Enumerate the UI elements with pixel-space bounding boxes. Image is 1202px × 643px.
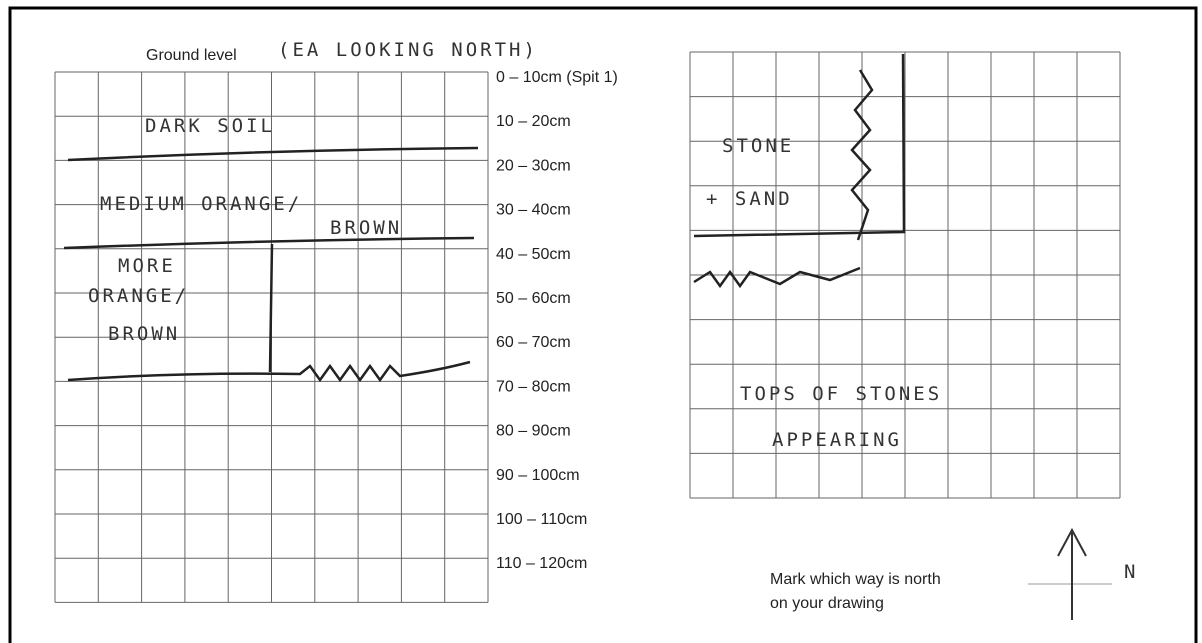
feature-label: + SAND [706, 188, 793, 210]
depth-label: 60 – 70cm [496, 334, 571, 351]
depth-label: 80 – 90cm [496, 423, 571, 440]
layer-label: MEDIUM ORANGE/ [100, 193, 302, 215]
feature-label: TOPS OF STONES [740, 383, 942, 405]
handwritten-note: (EA LOOKING NORTH) [278, 39, 538, 61]
layer-label: DARK SOIL [145, 115, 275, 137]
depth-label: 10 – 20cm [496, 113, 571, 130]
north-letter: N [1124, 561, 1138, 583]
depth-label: 40 – 50cm [496, 246, 571, 263]
depth-label: 70 – 80cm [496, 378, 571, 395]
north-instruction: Mark which way is north [770, 571, 941, 588]
layer-label: BROWN [330, 217, 402, 239]
layer-label: ORANGE/ [88, 285, 189, 307]
layer-label: BROWN [108, 323, 180, 345]
depth-label: 110 – 120cm [496, 555, 587, 572]
ground-level-label: Ground level [146, 47, 237, 64]
feature-label: APPEARING [772, 429, 902, 451]
page-frame [10, 8, 1196, 643]
depth-label: 50 – 60cm [496, 290, 571, 307]
depth-label: 30 – 40cm [496, 202, 571, 219]
depth-label: 90 – 100cm [496, 467, 580, 484]
north-instruction: on your drawing [770, 595, 884, 612]
page: Ground level (EA LOOKING NORTH) DARK SOI… [0, 0, 1202, 643]
layer-label: MORE [118, 255, 176, 277]
depth-label: 100 – 110cm [496, 511, 587, 528]
depth-label: 0 – 10cm (Spit 1) [496, 69, 618, 86]
feature-label: STONE [722, 135, 794, 157]
depth-label: 20 – 30cm [496, 157, 571, 174]
